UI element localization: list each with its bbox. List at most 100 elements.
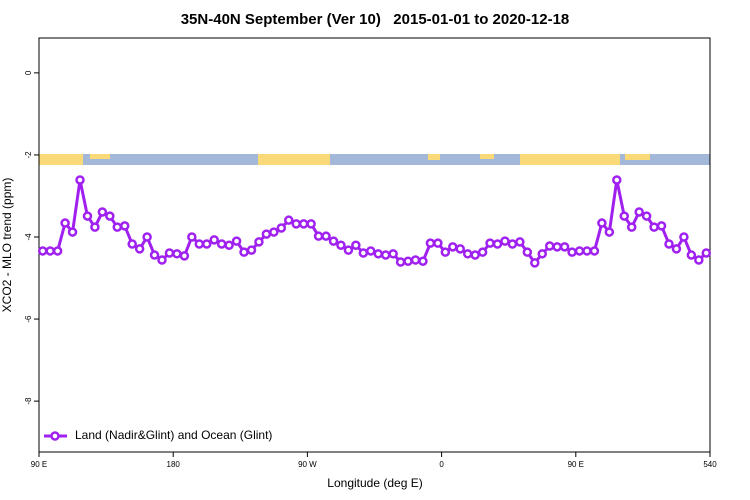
data-point	[604, 227, 615, 237]
data-point	[67, 227, 78, 237]
data-point	[351, 240, 361, 250]
data-point	[507, 239, 518, 249]
data-point	[52, 246, 63, 256]
data-point	[75, 175, 85, 185]
y-tick-label: -6	[24, 315, 33, 323]
data-point	[634, 207, 644, 217]
chart-title: 35N-40N September (Ver 10) 2015-01-01 to…	[181, 11, 570, 28]
data-point	[641, 211, 652, 221]
data-point	[336, 240, 346, 250]
data-point	[231, 236, 242, 246]
y-tick-label: -2	[24, 151, 33, 159]
data-point	[149, 250, 160, 260]
data-point	[470, 250, 480, 260]
data-point	[522, 247, 533, 257]
data-point	[455, 244, 465, 254]
data-point	[313, 231, 324, 241]
data-point	[694, 255, 704, 265]
data-point	[157, 255, 167, 265]
x-tick-label: 540	[703, 460, 717, 469]
plot-frame	[38, 37, 711, 453]
data-point	[269, 227, 279, 237]
data-point	[358, 248, 369, 258]
data-point	[612, 175, 622, 185]
data-point	[559, 242, 570, 252]
data-point	[172, 249, 182, 259]
data-point	[574, 246, 585, 256]
data-point	[209, 235, 219, 245]
data-point	[142, 232, 152, 242]
data-point	[239, 247, 249, 257]
data-point	[380, 250, 391, 260]
land-ocean-strip	[39, 154, 710, 165]
data-point	[90, 222, 100, 232]
data-point	[410, 255, 421, 265]
data-point	[134, 244, 145, 254]
data-point	[515, 237, 525, 247]
data-point	[284, 215, 294, 225]
data-point	[656, 221, 667, 231]
data-point	[202, 239, 212, 249]
data-point	[224, 240, 234, 250]
data-point	[492, 239, 503, 249]
data-point	[164, 248, 175, 258]
data-point	[462, 249, 473, 259]
x-tick-label: 180	[167, 460, 181, 469]
data-point	[649, 222, 659, 232]
data-point	[254, 237, 264, 247]
data-point	[82, 211, 93, 221]
x-tick-label: 0	[439, 460, 444, 469]
x-tick-label: 90 E	[31, 460, 47, 469]
x-tick-label: 90 W	[298, 460, 317, 469]
data-point	[418, 256, 428, 266]
data-point	[321, 231, 331, 241]
x-tick-label: 90 E	[568, 460, 584, 469]
data-point	[298, 219, 309, 229]
data-point	[552, 242, 562, 252]
data-point	[582, 246, 592, 256]
data-point	[477, 247, 488, 257]
data-point	[127, 239, 137, 249]
data-point	[485, 238, 495, 248]
data-point	[373, 249, 383, 259]
y-tick-label: -8	[24, 397, 33, 405]
data-point	[45, 246, 55, 256]
data-point	[388, 249, 398, 259]
data-point	[119, 221, 130, 231]
data-point	[291, 219, 301, 229]
data-point	[395, 257, 406, 267]
data-point	[366, 246, 376, 256]
y-axis-label: XCO2 - MLO trend (ppm)	[0, 178, 14, 313]
data-point	[567, 247, 577, 257]
data-point	[537, 249, 547, 259]
data-point	[97, 207, 108, 217]
data-point	[276, 223, 287, 233]
data-point	[403, 256, 413, 266]
data-point	[37, 246, 48, 256]
data-point	[306, 219, 316, 229]
data-point	[194, 239, 205, 249]
data-point	[530, 258, 540, 268]
data-point	[425, 238, 436, 248]
data-point	[440, 247, 451, 257]
data-point	[105, 211, 115, 221]
data-point	[112, 222, 123, 232]
data-point	[187, 232, 197, 242]
data-point	[60, 218, 70, 228]
data-point	[671, 244, 682, 254]
data-point	[500, 236, 510, 246]
data-point	[619, 211, 630, 221]
data-point	[664, 239, 674, 249]
y-tick-label: 0	[24, 70, 33, 75]
data-point	[433, 238, 443, 248]
data-point	[179, 251, 190, 261]
data-point	[597, 218, 607, 228]
data-point	[216, 239, 227, 249]
legend-marker	[50, 431, 60, 441]
data-point	[261, 229, 272, 239]
y-tick-label: -4	[24, 233, 33, 241]
data-point	[701, 248, 712, 258]
data-point	[679, 232, 689, 242]
data-point	[246, 245, 257, 255]
